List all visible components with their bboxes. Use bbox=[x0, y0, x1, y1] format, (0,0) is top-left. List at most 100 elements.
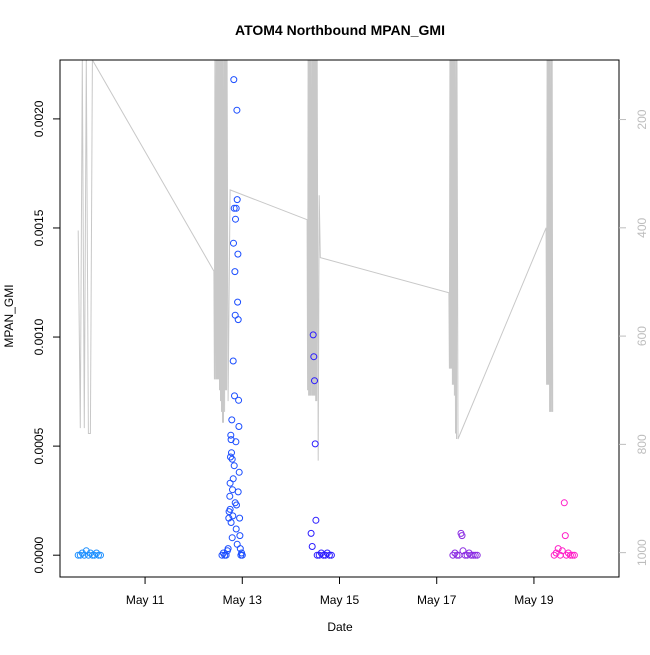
data-point bbox=[233, 196, 241, 204]
data-point bbox=[309, 331, 317, 339]
chart-title: ATOM4 Northbound MPAN_GMI bbox=[235, 22, 445, 38]
data-point bbox=[229, 512, 237, 520]
data-point bbox=[307, 529, 315, 537]
y-tick-label: 0.0000 bbox=[32, 537, 46, 574]
data-point bbox=[310, 353, 318, 361]
data-point bbox=[232, 525, 240, 533]
y2-tick-label: 400 bbox=[635, 217, 649, 237]
data-point bbox=[311, 377, 318, 385]
data-point bbox=[471, 551, 479, 559]
data-point bbox=[235, 423, 243, 430]
x-tick-label: May 17 bbox=[417, 593, 457, 607]
data-point bbox=[229, 475, 237, 483]
data-point bbox=[222, 551, 230, 559]
data-point bbox=[233, 106, 241, 114]
data-point bbox=[323, 549, 331, 557]
data-point bbox=[236, 514, 244, 522]
data-point bbox=[230, 204, 238, 212]
x-tick-label: May 11 bbox=[126, 593, 165, 607]
y2-tick-label: 1000 bbox=[635, 539, 649, 566]
data-point bbox=[226, 505, 234, 513]
data-point bbox=[312, 516, 320, 524]
data-point bbox=[564, 549, 572, 557]
data-point bbox=[80, 551, 88, 559]
data-point bbox=[451, 549, 459, 557]
data-point bbox=[566, 551, 574, 559]
data-point bbox=[473, 551, 481, 559]
data-point bbox=[230, 239, 237, 247]
y-tick-label: 0.0005 bbox=[32, 427, 46, 464]
data-point bbox=[231, 392, 238, 400]
data-point bbox=[93, 549, 100, 557]
y2-tick-label: 800 bbox=[635, 434, 649, 454]
y-tick-label: 0.0010 bbox=[32, 318, 46, 355]
y2-tick-label: 600 bbox=[635, 326, 649, 346]
data-point bbox=[238, 551, 246, 559]
data-point bbox=[76, 551, 84, 559]
data-point bbox=[229, 486, 236, 494]
data-point bbox=[228, 416, 236, 424]
y-axis-label: MPAN_GMI bbox=[2, 284, 16, 347]
data-point bbox=[554, 545, 562, 553]
data-point bbox=[570, 551, 578, 559]
y-axis: 0.0000 0.0005 0.0010 0.0015 0.0020 bbox=[32, 100, 60, 574]
data-point bbox=[227, 431, 235, 439]
y2-tick-label: 200 bbox=[635, 109, 649, 129]
x-axis-label: Date bbox=[327, 620, 353, 634]
x-tick-label: May 13 bbox=[223, 593, 263, 607]
data-point bbox=[469, 551, 477, 559]
data-point bbox=[230, 76, 238, 84]
data-point bbox=[231, 499, 239, 507]
data-point bbox=[95, 551, 102, 559]
x-tick-label: May 15 bbox=[320, 593, 360, 607]
data-point bbox=[235, 468, 243, 476]
data-point bbox=[232, 215, 239, 223]
data-point bbox=[234, 316, 242, 324]
right-depth-axis: 200 400 600 800 1000 bbox=[619, 109, 649, 566]
data-point bbox=[229, 357, 237, 365]
data-point bbox=[226, 492, 234, 500]
data-point bbox=[224, 545, 232, 553]
data-point bbox=[97, 551, 104, 559]
data-point bbox=[552, 549, 560, 557]
data-point bbox=[465, 549, 473, 557]
data-point bbox=[236, 532, 244, 540]
data-point bbox=[228, 449, 235, 457]
data-point bbox=[311, 440, 319, 448]
scatter-points-layer bbox=[74, 76, 578, 559]
data-point bbox=[234, 488, 242, 496]
data-point bbox=[227, 453, 234, 461]
plot-frame bbox=[59, 59, 620, 578]
data-point bbox=[459, 547, 467, 555]
data-point bbox=[82, 547, 90, 555]
data-point bbox=[235, 396, 243, 404]
data-point bbox=[228, 534, 236, 542]
data-point bbox=[561, 532, 569, 540]
depth-line-layer bbox=[77, 60, 554, 461]
data-point bbox=[232, 204, 240, 212]
data-point bbox=[234, 250, 242, 258]
data-point bbox=[231, 268, 239, 276]
data-point bbox=[227, 519, 235, 526]
depth-line bbox=[77, 60, 554, 461]
data-point bbox=[233, 540, 241, 548]
data-point bbox=[327, 551, 335, 559]
data-point bbox=[458, 532, 466, 540]
x-tick-label: May 19 bbox=[514, 593, 554, 607]
data-point bbox=[568, 551, 576, 559]
data-point bbox=[308, 543, 316, 550]
y-tick-label: 0.0015 bbox=[32, 209, 46, 246]
data-point bbox=[231, 311, 239, 319]
data-point bbox=[560, 499, 568, 507]
y-tick-label: 0.0020 bbox=[32, 100, 46, 137]
data-point bbox=[230, 462, 238, 470]
data-point bbox=[558, 547, 566, 555]
data-point bbox=[325, 551, 333, 559]
data-point bbox=[228, 455, 236, 463]
data-point bbox=[78, 549, 86, 557]
data-point bbox=[234, 298, 242, 306]
data-point bbox=[232, 438, 240, 446]
x-axis: May 11 May 13 May 15 May 17 May 19 bbox=[126, 577, 554, 607]
